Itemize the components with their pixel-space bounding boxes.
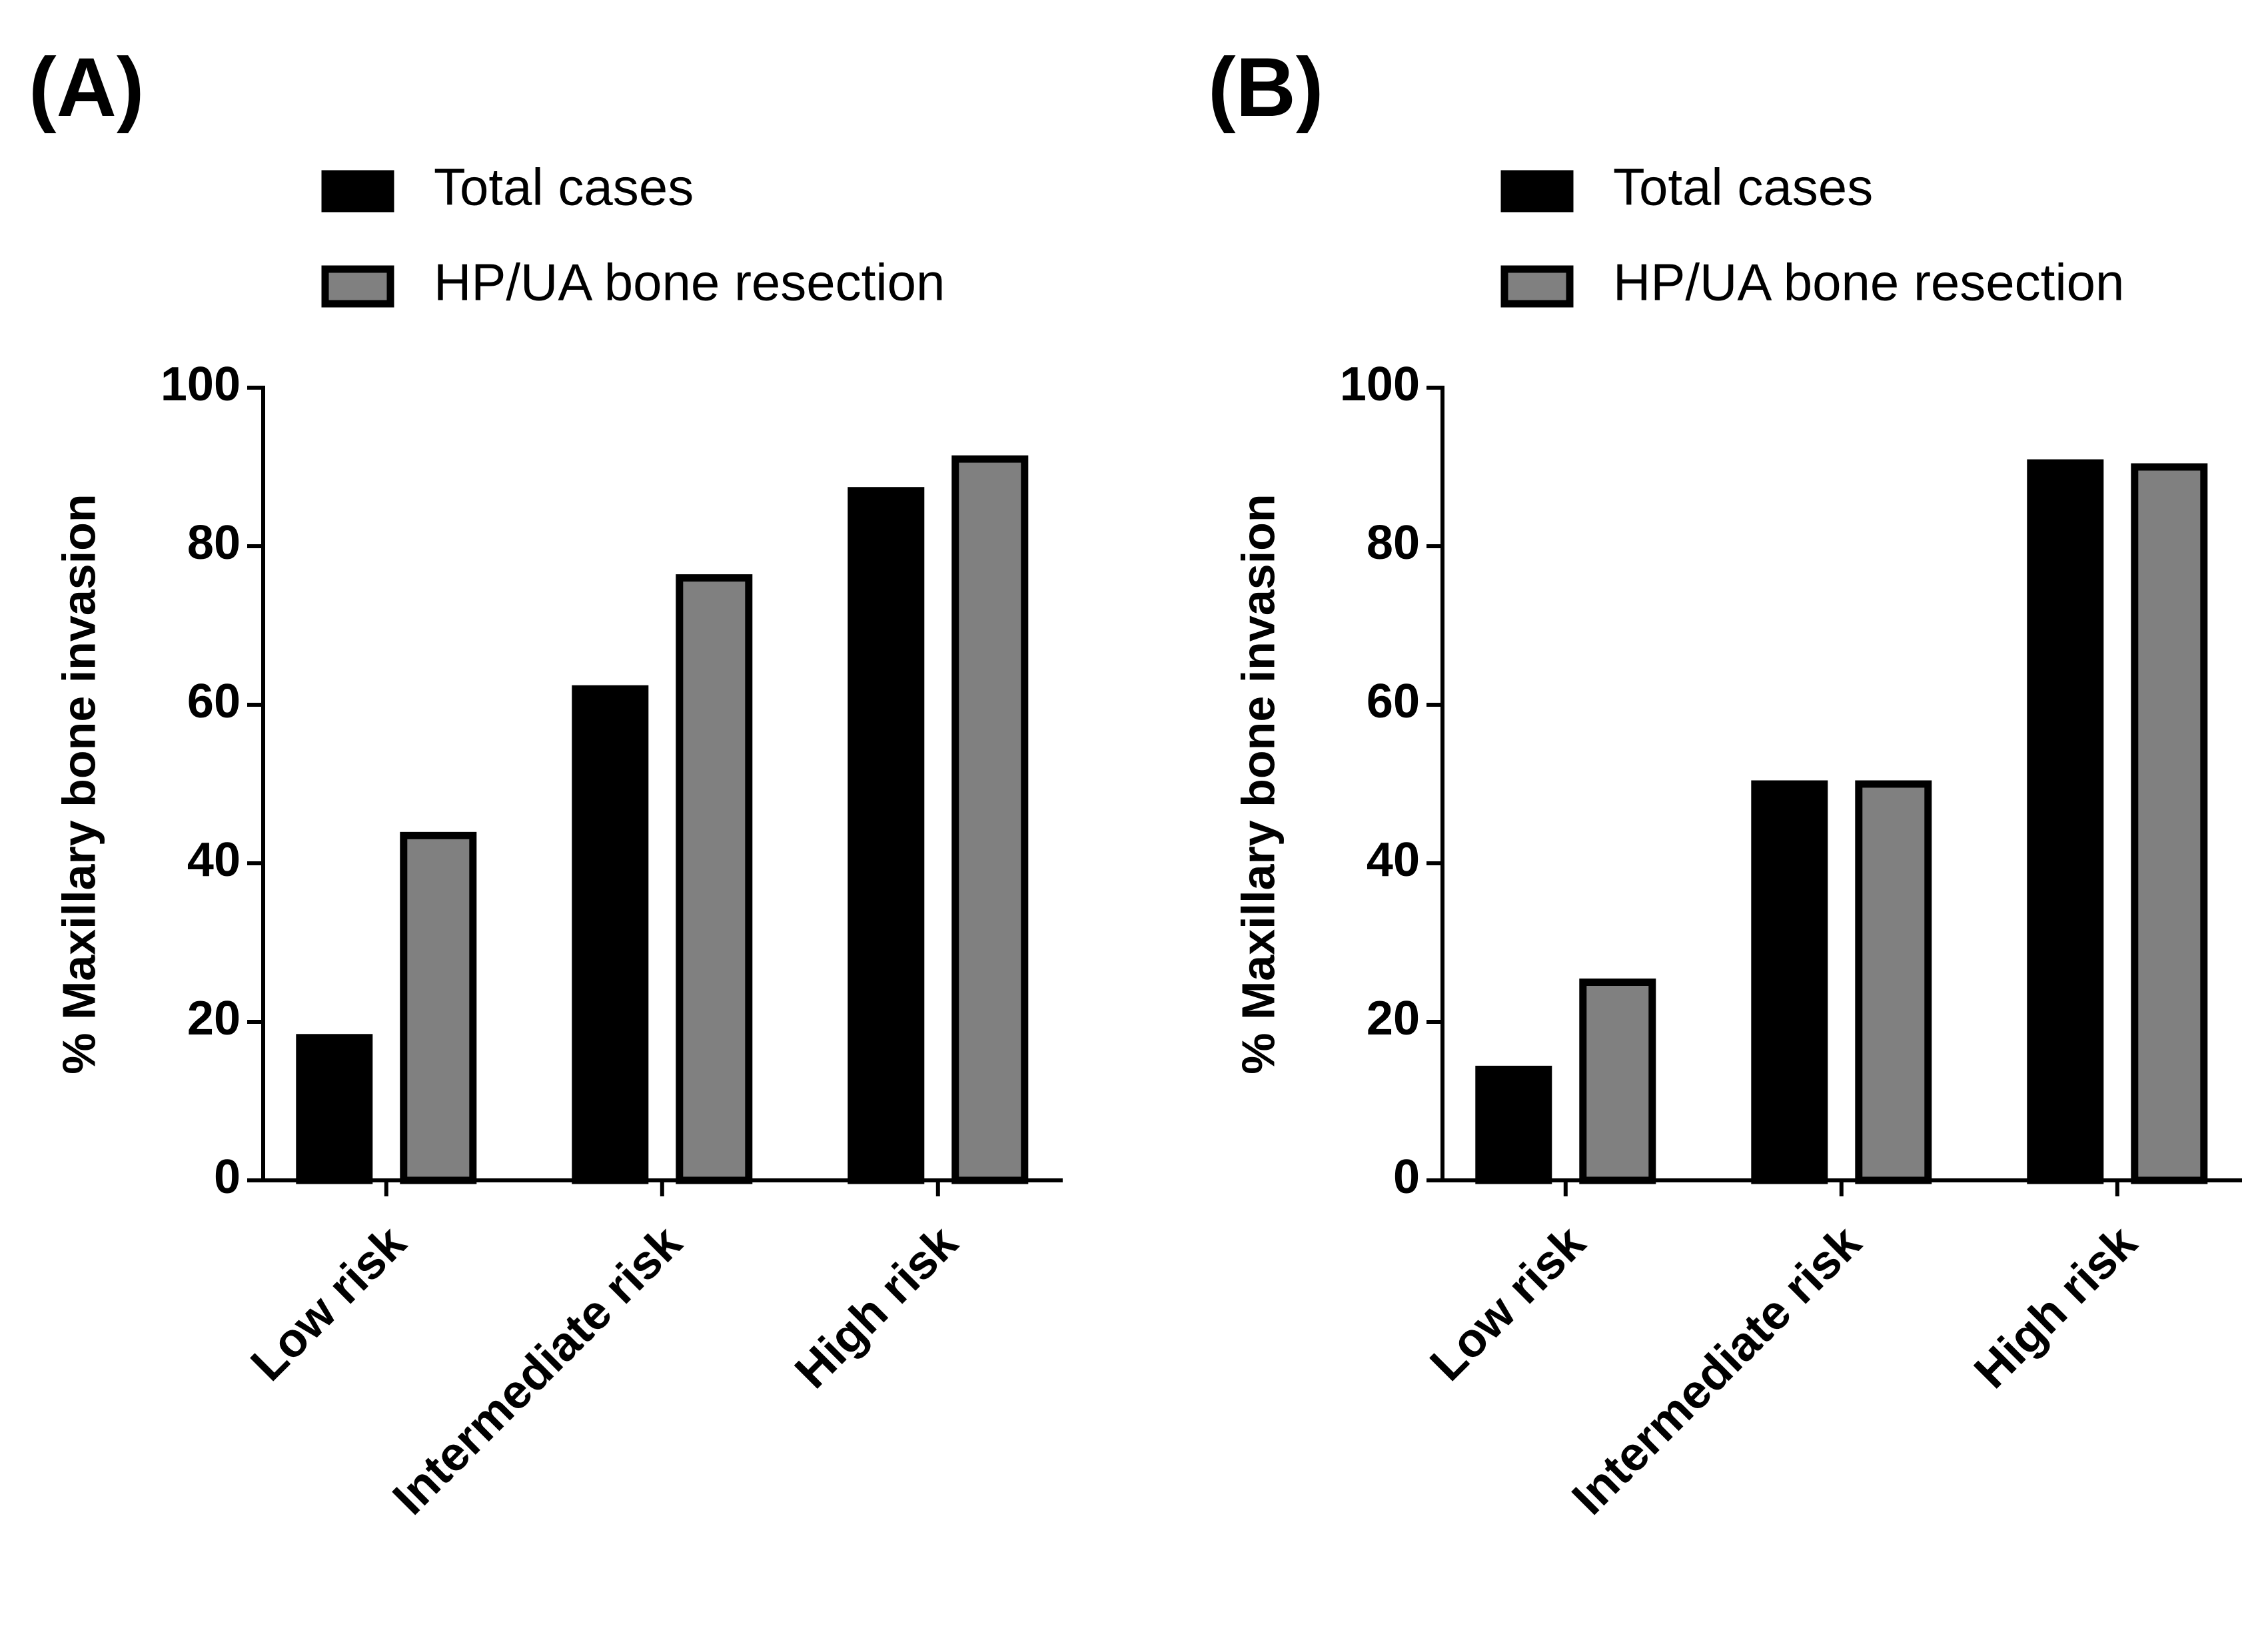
bar [848,487,925,1184]
panel-label: (A) [29,41,145,134]
bar [1579,979,1656,1184]
legend-swatch [1500,170,1574,212]
y-axis-label: % Maxillary bone invasion [53,494,105,1074]
bar [2131,463,2208,1184]
y-tick-label: 100 [161,358,241,411]
legend-label: HP/UA bone resection [1613,253,2124,312]
y-tick-label: 0 [214,1150,241,1204]
y-tick-label: 60 [1367,675,1420,728]
legend-label: Total cases [434,158,694,216]
bar [1475,1065,1552,1184]
legend-swatch [321,265,394,308]
y-tick-label: 100 [1340,358,1420,411]
x-tick-label: High risk [785,1216,968,1399]
y-tick-label: 20 [187,992,241,1045]
bar [676,574,753,1184]
legend-label: HP/UA bone resection [434,253,945,312]
legend-swatch [321,170,394,212]
x-tick-label: High risk [1964,1216,2147,1399]
y-tick-label: 80 [187,516,241,570]
bar [1751,780,1828,1184]
legend-label: Total cases [1613,158,1873,216]
x-tick-label: Intermediate risk [383,1216,693,1525]
panel-label: (B) [1208,41,1324,134]
y-tick-label: 40 [1367,833,1420,887]
y-axis-label: % Maxillary bone invasion [1232,494,1284,1074]
y-tick-label: 0 [1393,1150,1420,1204]
bar [951,455,1029,1184]
y-tick-label: 40 [187,833,241,887]
y-tick-label: 80 [1367,516,1420,570]
bar [2027,459,2104,1184]
x-tick-label: Low risk [1420,1216,1596,1392]
legend-swatch [1500,265,1574,308]
x-tick-label: Intermediate risk [1562,1216,1872,1525]
y-tick-label: 60 [187,675,241,728]
x-tick-label: Low risk [241,1216,416,1392]
bar [296,1034,373,1184]
bar [400,831,477,1184]
y-tick-label: 20 [1367,992,1420,1045]
bar [1855,780,1932,1184]
bar [572,685,649,1184]
